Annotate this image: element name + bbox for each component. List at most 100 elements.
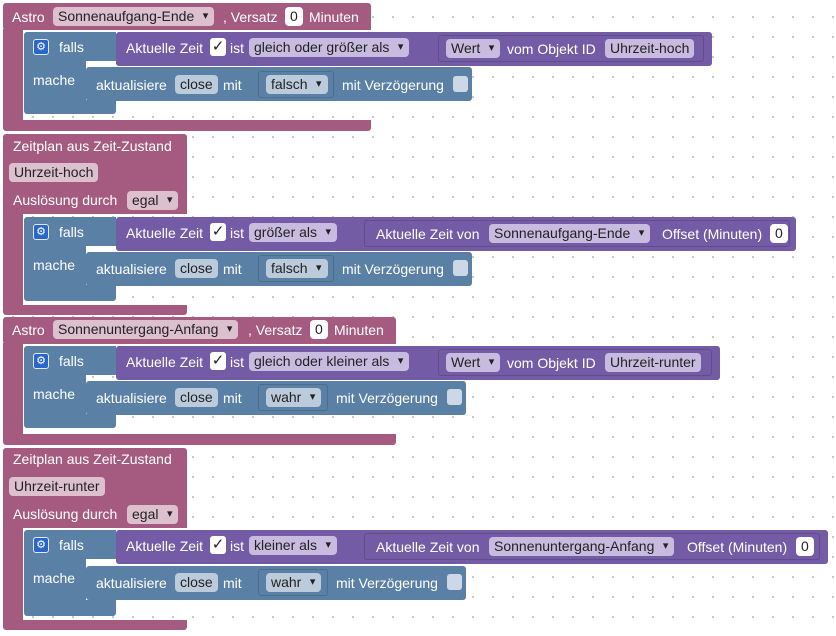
operator-dropdown[interactable]: größer als [249,223,338,242]
operator-dropdown[interactable]: kleiner als [249,536,338,555]
right-label: Aktuelle Zeit von [376,226,480,242]
schedule-title: Zeitplan aus Zeit-Zustand [13,138,172,154]
schedule-foot-4 [3,620,187,630]
compare-block-2[interactable]: Aktuelle Zeit ✓ ist größer als Aktuelle … [116,217,796,251]
schedule-foot-2 [3,305,187,315]
ist-label: ist [230,225,244,241]
minuten-label: Minuten [309,9,359,25]
value-kind-dropdown[interactable]: Wert [446,353,501,372]
astro-event-dropdown[interactable]: Sonnenuntergang-Anfang [53,320,239,339]
mit-label: mit [223,575,242,591]
astro-trigger-foot-1 [3,120,371,131]
gear-icon[interactable]: ⚙ [33,537,49,553]
check-icon[interactable]: ✓ [210,38,226,56]
check-icon[interactable]: ✓ [210,352,226,370]
schedule-spine-2 [3,212,23,308]
update-target-field[interactable]: close [175,259,218,278]
astro-trigger-spine-3 [3,343,23,438]
gear-icon[interactable]: ⚙ [33,353,49,369]
mit-label: mit [223,390,242,406]
compare-block-1[interactable]: Aktuelle Zeit ✓ ist gleich oder größer a… [116,32,712,66]
if-label: falls [59,39,84,55]
delay-checkbox[interactable] [447,389,462,405]
if-label: falls [59,224,84,240]
astro-event-dropdown[interactable]: Sonnenaufgang-Ende [53,7,215,26]
vom-objekt-label: vom Objekt ID [507,355,596,371]
bool-value-block[interactable]: falsch [258,255,334,282]
update-block-4[interactable]: aktualisiere close mit wahr mit Verzöger… [86,566,466,600]
versatz-label: , Versatz [248,322,303,338]
object-id-field[interactable]: Uhrzeit-hoch [605,39,695,58]
value-kind-dropdown[interactable]: Wert [446,39,501,58]
if-block-foot-4 [24,600,116,616]
update-target-field[interactable]: close [175,75,218,94]
state-id-field[interactable]: Uhrzeit-hoch [9,163,99,182]
versatz-input[interactable]: 0 [285,7,303,26]
astro-label: Astro [12,9,45,25]
check-icon[interactable]: ✓ [210,536,226,554]
update-target-field[interactable]: close [175,573,218,592]
bool-value-dropdown[interactable]: wahr [266,388,322,407]
if-label: falls [59,353,84,369]
update-target-field[interactable]: close [175,388,218,407]
astro-trigger-block-3[interactable]: Astro Sonnenuntergang-Anfang , Versatz 0… [3,317,396,344]
gear-icon[interactable]: ⚙ [33,39,49,55]
offset-label: Offset (Minuten) [687,539,788,555]
ist-label: ist [230,354,244,370]
offset-input[interactable]: 0 [770,224,788,243]
value-from-object-block[interactable]: Wert vom Objekt ID Uhrzeit-hoch [438,35,704,62]
mit-label: mit [223,77,242,93]
bool-value-dropdown[interactable]: wahr [266,573,322,592]
compare-block-4[interactable]: Aktuelle Zeit ✓ ist kleiner als Aktuelle… [116,530,828,564]
bool-value-dropdown[interactable]: falsch [266,259,328,278]
trigger-dropdown[interactable]: egal [127,505,179,524]
operator-dropdown[interactable]: gleich oder größer als [249,38,410,57]
cond-left-label: Aktuelle Zeit [126,225,204,241]
value-from-object-block[interactable]: Wert vom Objekt ID Uhrzeit-runter [438,349,712,376]
update-block-2[interactable]: aktualisiere close mit falsch mit Verzög… [86,252,472,286]
right-label: Aktuelle Zeit von [376,539,480,555]
object-id-field[interactable]: Uhrzeit-runter [605,353,701,372]
update-label: aktualisiere [96,390,167,406]
state-id-field[interactable]: Uhrzeit-runter [9,477,105,496]
if-block-4[interactable]: ⚙ falls [24,530,116,559]
right-event-dropdown[interactable]: Sonnenaufgang-Ende [489,224,651,243]
if-block-1[interactable]: ⚙ falls [24,32,116,61]
schedule-spine-4 [3,526,23,623]
bool-value-block[interactable]: falsch [258,71,334,98]
do-label: mache [33,386,76,402]
versatz-input[interactable]: 0 [310,320,328,339]
bool-value-dropdown[interactable]: falsch [266,75,328,94]
astro-trigger-block-1[interactable]: Astro Sonnenaufgang-Ende , Versatz 0 Min… [3,3,371,30]
compare-block-3[interactable]: Aktuelle Zeit ✓ ist gleich oder kleiner … [116,346,720,380]
gear-icon[interactable]: ⚙ [33,224,49,240]
astro-time-block[interactable]: Aktuelle Zeit von Sonnenaufgang-Ende Off… [364,220,790,247]
trigger-dropdown[interactable]: egal [127,191,179,210]
if-block-3[interactable]: ⚙ falls [24,346,116,375]
delay-checkbox[interactable] [447,574,462,590]
astro-trigger-foot-3 [3,434,396,445]
schedule-block-2[interactable]: Zeitplan aus Zeit-Zustand Uhrzeit-hoch A… [3,134,187,214]
astro-time-block[interactable]: Aktuelle Zeit von Sonnenuntergang-Anfang… [364,533,820,560]
right-event-dropdown[interactable]: Sonnenuntergang-Anfang [489,537,675,556]
check-icon[interactable]: ✓ [210,223,226,241]
if-block-spine-4: mache [24,558,86,606]
trigger-label: Auslösung durch [13,192,118,208]
schedule-block-4[interactable]: Zeitplan aus Zeit-Zustand Uhrzeit-runter… [3,448,187,528]
ist-label: ist [230,538,244,554]
delay-label: mit Verzögerung [336,575,438,591]
offset-input[interactable]: 0 [796,537,814,556]
delay-label: mit Verzögerung [336,390,438,406]
delay-checkbox[interactable] [453,260,468,276]
update-block-1[interactable]: aktualisiere close mit falsch mit Verzög… [86,67,472,101]
update-block-3[interactable]: aktualisiere close mit wahr mit Verzöger… [86,381,466,415]
bool-value-block[interactable]: wahr [258,569,328,596]
cond-left-label: Aktuelle Zeit [126,40,204,56]
if-block-2[interactable]: ⚙ falls [24,217,116,246]
operator-dropdown[interactable]: gleich oder kleiner als [249,352,410,371]
bool-value-block[interactable]: wahr [258,384,328,411]
vom-objekt-label: vom Objekt ID [507,41,596,57]
trigger-label: Auslösung durch [13,506,118,522]
delay-checkbox[interactable] [453,76,468,92]
if-label: falls [59,537,84,553]
